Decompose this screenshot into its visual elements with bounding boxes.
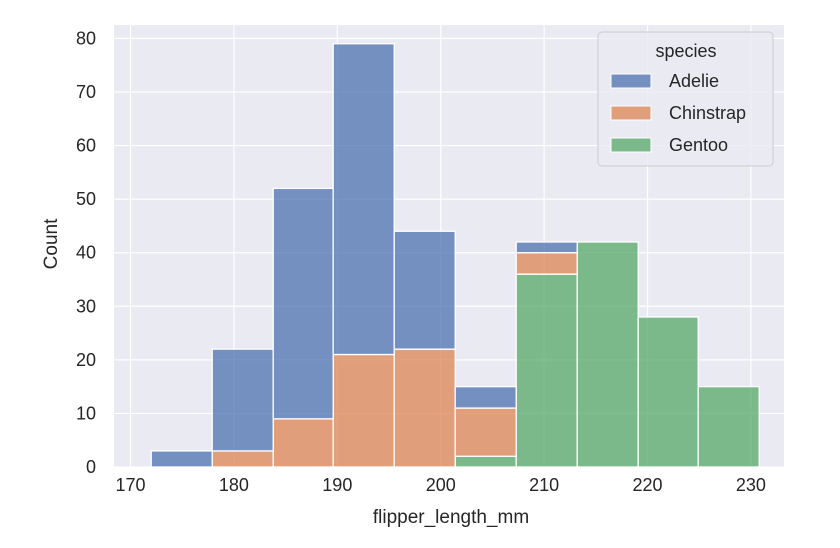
x-tick-label: 170 — [116, 475, 146, 495]
y-tick-label: 20 — [76, 350, 96, 370]
bar-gentoo — [454, 455, 517, 468]
legend-title: species — [655, 41, 716, 61]
bars — [150, 43, 760, 468]
x-tick-label: 180 — [219, 475, 249, 495]
x-tick-label: 190 — [322, 475, 352, 495]
y-axis-label: Count — [41, 218, 62, 269]
x-tick-label: 230 — [736, 475, 766, 495]
bar-adelie — [332, 43, 395, 356]
bar-chinstrap — [211, 450, 274, 468]
legend-label-gentoo: Gentoo — [669, 135, 728, 155]
legend-swatch-adelie — [610, 73, 652, 89]
x-tick-label: 210 — [529, 475, 559, 495]
y-tick-label: 60 — [76, 136, 96, 156]
bar-gentoo — [515, 273, 578, 468]
x-axis-label: flipper_length_mm — [373, 507, 529, 528]
bar-adelie — [211, 348, 274, 452]
bar-chinstrap — [393, 348, 456, 468]
bar-adelie — [454, 385, 517, 409]
y-tick-label: 70 — [76, 82, 96, 102]
bar-chinstrap — [454, 407, 517, 457]
y-tick-label: 40 — [76, 243, 96, 263]
bar-gentoo — [576, 241, 639, 468]
legend-label-adelie: Adelie — [669, 71, 719, 91]
x-tick-label: 220 — [632, 475, 662, 495]
bar-chinstrap — [332, 353, 395, 468]
legend-label-chinstrap: Chinstrap — [669, 103, 746, 123]
y-tick-label: 30 — [76, 296, 96, 316]
legend-box — [597, 31, 774, 167]
x-tick-labels: 170 180 190 200 210 220 230 — [116, 475, 766, 495]
bar-adelie — [515, 241, 578, 254]
y-tick-label: 10 — [76, 403, 96, 423]
bar-adelie — [393, 230, 456, 350]
y-tick-label: 80 — [76, 28, 96, 48]
legend: species Adelie Chinstrap Gentoo — [597, 31, 774, 167]
bar-adelie — [150, 450, 213, 468]
bar-chinstrap — [272, 418, 334, 468]
y-tick-label: 50 — [76, 189, 96, 209]
legend-swatch-chinstrap — [610, 105, 652, 121]
y-tick-labels: 0 10 20 30 40 50 60 70 80 — [76, 28, 96, 477]
legend-swatch-gentoo — [610, 137, 652, 153]
bar-gentoo — [697, 385, 760, 468]
bar-adelie — [272, 187, 334, 420]
bar-gentoo — [637, 316, 699, 468]
x-tick-label: 200 — [426, 475, 456, 495]
bar-chinstrap — [515, 252, 578, 275]
y-tick-label: 0 — [86, 457, 96, 477]
